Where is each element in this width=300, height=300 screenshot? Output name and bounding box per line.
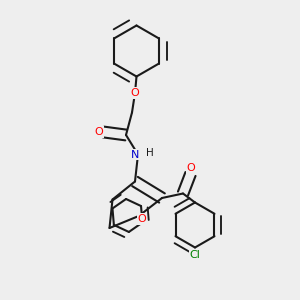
- Text: N: N: [131, 149, 139, 160]
- Text: Cl: Cl: [190, 250, 200, 260]
- Text: O: O: [137, 214, 146, 224]
- Text: O: O: [186, 163, 195, 173]
- Text: O: O: [130, 88, 140, 98]
- Text: H: H: [146, 148, 154, 158]
- Text: O: O: [94, 127, 103, 137]
